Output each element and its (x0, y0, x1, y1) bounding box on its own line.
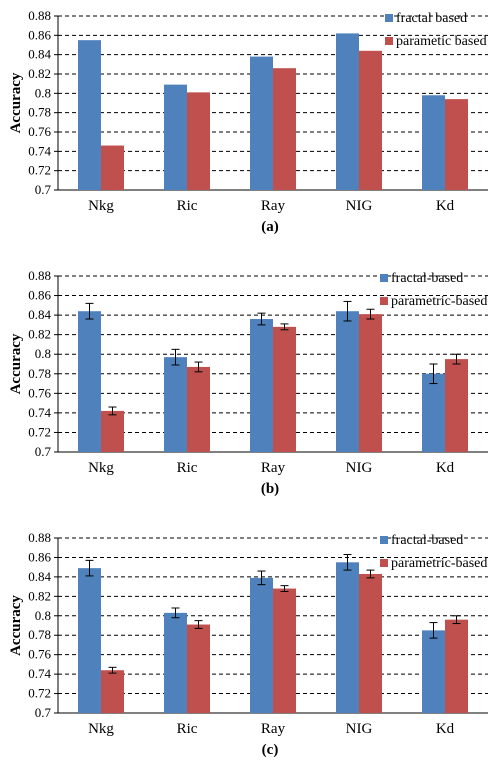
y-tick-label: 0.84 (28, 47, 51, 62)
y-tick-label: 0.74 (28, 666, 51, 681)
bar-kd-series-2 (445, 359, 468, 452)
y-tick-label: 0.72 (28, 163, 51, 178)
y-axis-title: Accuracy (8, 595, 24, 656)
bar-nig-series-2 (359, 314, 382, 452)
bar-ric-series-1 (164, 357, 187, 452)
y-axis-title: Accuracy (8, 333, 24, 394)
legend-label-2: parametric-based (391, 556, 487, 571)
x-tick-label: Nkg (88, 198, 114, 214)
y-tick-label: 0.82 (28, 327, 51, 342)
bar-kd-series-1 (422, 630, 445, 713)
x-tick-label: Ric (177, 198, 198, 214)
chart-panel-2: 0.7 0.72 0.74 0.76 0.78 0.8 0.82 0.84 0.86 0.88 Ac… (8, 268, 488, 497)
x-tick-label: Ray (261, 721, 286, 737)
bar-ric-series-1 (164, 612, 187, 713)
chart-panel-1: 0.7 0.72 0.74 0.76 0.78 0.8 0.82 0.84 0.86 0.88 Ac… (8, 8, 488, 235)
bar-nig-series-1 (336, 311, 359, 452)
y-tick-label: 0.8 (35, 85, 51, 100)
x-tick-label: Ric (177, 460, 198, 476)
x-tick-label: Ray (261, 460, 286, 476)
x-tick-label: Nkg (88, 460, 114, 476)
legend-swatch-2 (380, 559, 388, 567)
y-tick-label: 0.86 (28, 27, 51, 42)
bar-ric-series-2 (187, 624, 210, 713)
bar-nkg-series-1 (78, 568, 101, 713)
y-tick-label: 0.8 (35, 346, 51, 361)
legend-swatch-2 (380, 297, 388, 305)
x-tick-label: NIG (346, 198, 373, 214)
legend-swatch-2 (385, 37, 393, 45)
y-tick-label: 0.8 (35, 608, 51, 623)
y-tick-label: 0.82 (28, 66, 51, 81)
y-tick-label: 0.82 (28, 588, 51, 603)
bar-kd-series-1 (422, 373, 445, 452)
y-tick-label: 0.84 (28, 307, 51, 322)
bar-nig-series-1 (336, 562, 359, 713)
x-tick-label: NIG (346, 460, 373, 476)
x-tick-label: Ric (177, 721, 198, 737)
y-tick-label: 0.86 (28, 549, 51, 564)
y-tick-label: 0.88 (28, 268, 51, 283)
y-tick-label: 0.72 (28, 424, 51, 439)
x-tick-label: Kd (436, 198, 455, 214)
x-tick-label: Ray (261, 198, 286, 214)
bar-ric-series-2 (187, 92, 210, 190)
bar-ray-series-2 (273, 326, 296, 452)
bar-nig-series-2 (359, 50, 382, 190)
bar-nkg-series-2 (101, 410, 124, 452)
bar-nkg-series-1 (78, 40, 101, 190)
y-tick-label: 0.74 (28, 405, 51, 420)
legend-label-1: fractal-based (391, 533, 463, 548)
y-tick-label: 0.76 (28, 124, 51, 139)
bar-kd-series-2 (445, 99, 468, 190)
bar-nkg-series-2 (101, 670, 124, 713)
x-tick-label: Kd (436, 721, 455, 737)
panel-label: (c) (262, 742, 279, 758)
y-tick-label: 0.88 (28, 8, 51, 23)
y-tick-label: 0.74 (28, 143, 51, 158)
legend-swatch-1 (380, 274, 388, 282)
y-tick-label: 0.86 (28, 288, 51, 303)
x-tick-label: NIG (346, 721, 373, 737)
bar-nig-series-2 (359, 573, 382, 713)
y-tick-label: 0.78 (28, 627, 51, 642)
bar-nkg-series-1 (78, 311, 101, 452)
y-tick-label: 0.88 (28, 530, 51, 545)
bar-ray-series-1 (250, 319, 273, 452)
y-tick-label: 0.76 (28, 385, 51, 400)
chart-panel-3: 0.7 0.72 0.74 0.76 0.78 0.8 0.82 0.84 0.86 0.88 Ac… (8, 530, 488, 758)
bar-ric-series-1 (164, 84, 187, 190)
y-tick-label: 0.7 (35, 444, 52, 459)
bar-ray-series-1 (250, 56, 273, 190)
y-axis-title: Accuracy (8, 72, 24, 133)
y-tick-label: 0.78 (28, 105, 51, 120)
panel-label: (a) (261, 219, 279, 235)
y-tick-label: 0.7 (35, 705, 52, 720)
legend-swatch-1 (385, 14, 393, 22)
legend-swatch-1 (380, 536, 388, 544)
bar-ray-series-2 (273, 68, 296, 190)
bar-nig-series-1 (336, 33, 359, 191)
y-tick-label: 0.7 (35, 182, 52, 197)
x-tick-label: Nkg (88, 721, 114, 737)
legend-label-2: parametic based (396, 34, 487, 49)
y-tick-label: 0.76 (28, 647, 51, 662)
y-tick-label: 0.84 (28, 569, 51, 584)
bar-ray-series-1 (250, 577, 273, 713)
bar-nkg-series-2 (101, 145, 124, 190)
y-tick-label: 0.72 (28, 686, 51, 701)
x-tick-label: Kd (436, 460, 455, 476)
y-tick-label: 0.78 (28, 366, 51, 381)
legend-label-1: fractal based (396, 11, 467, 26)
legend-label-1: fractal-based (391, 271, 463, 286)
bar-kd-series-2 (445, 619, 468, 713)
legend-label-2: parametric-based (391, 294, 487, 309)
bar-ric-series-2 (187, 366, 210, 452)
bar-kd-series-1 (422, 95, 445, 190)
bar-ray-series-2 (273, 588, 296, 713)
panel-label: (b) (261, 481, 279, 497)
